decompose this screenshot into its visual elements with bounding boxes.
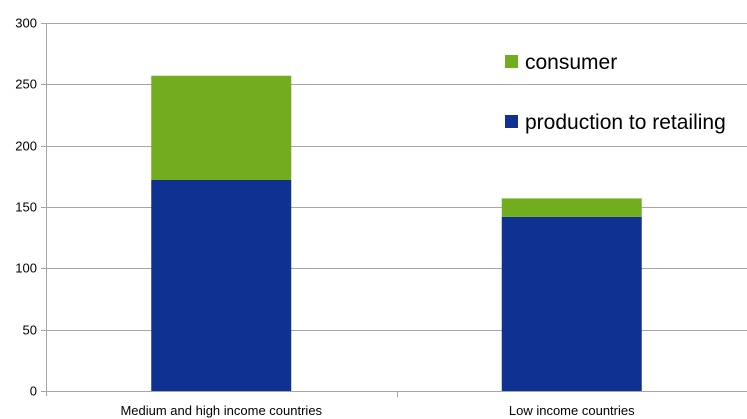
- y-tick-label-0: 0: [30, 384, 37, 399]
- x-category-label-0: Medium and high income countries: [120, 403, 322, 418]
- legend-swatch-consumer: [505, 55, 518, 68]
- legend-label-production-to-retailing: production to retailing: [525, 111, 726, 134]
- bar-consumer-0: [151, 75, 292, 181]
- bars: [151, 75, 642, 391]
- x-axis: Medium and high income countries Low inco…: [120, 391, 635, 418]
- legend-label-consumer: consumer: [525, 51, 617, 74]
- y-tick-label-50: 50: [23, 323, 37, 338]
- y-axis: 0 50 100 150 200 250 300: [15, 16, 47, 399]
- y-tick-label-300: 300: [15, 16, 37, 31]
- bar-consumer-1: [501, 198, 642, 217]
- y-tick-label-250: 250: [15, 77, 37, 92]
- bar-production-to-retailing-1: [501, 216, 642, 391]
- legend: consumer production to retailing: [505, 51, 726, 134]
- y-tick-label-100: 100: [15, 261, 37, 276]
- bar-production-to-retailing-0: [151, 180, 292, 391]
- legend-swatch-production-to-retailing: [505, 115, 518, 128]
- x-category-label-1: Low income countries: [509, 403, 635, 418]
- y-tick-label-200: 200: [15, 139, 37, 154]
- y-tick-label-150: 150: [15, 200, 37, 215]
